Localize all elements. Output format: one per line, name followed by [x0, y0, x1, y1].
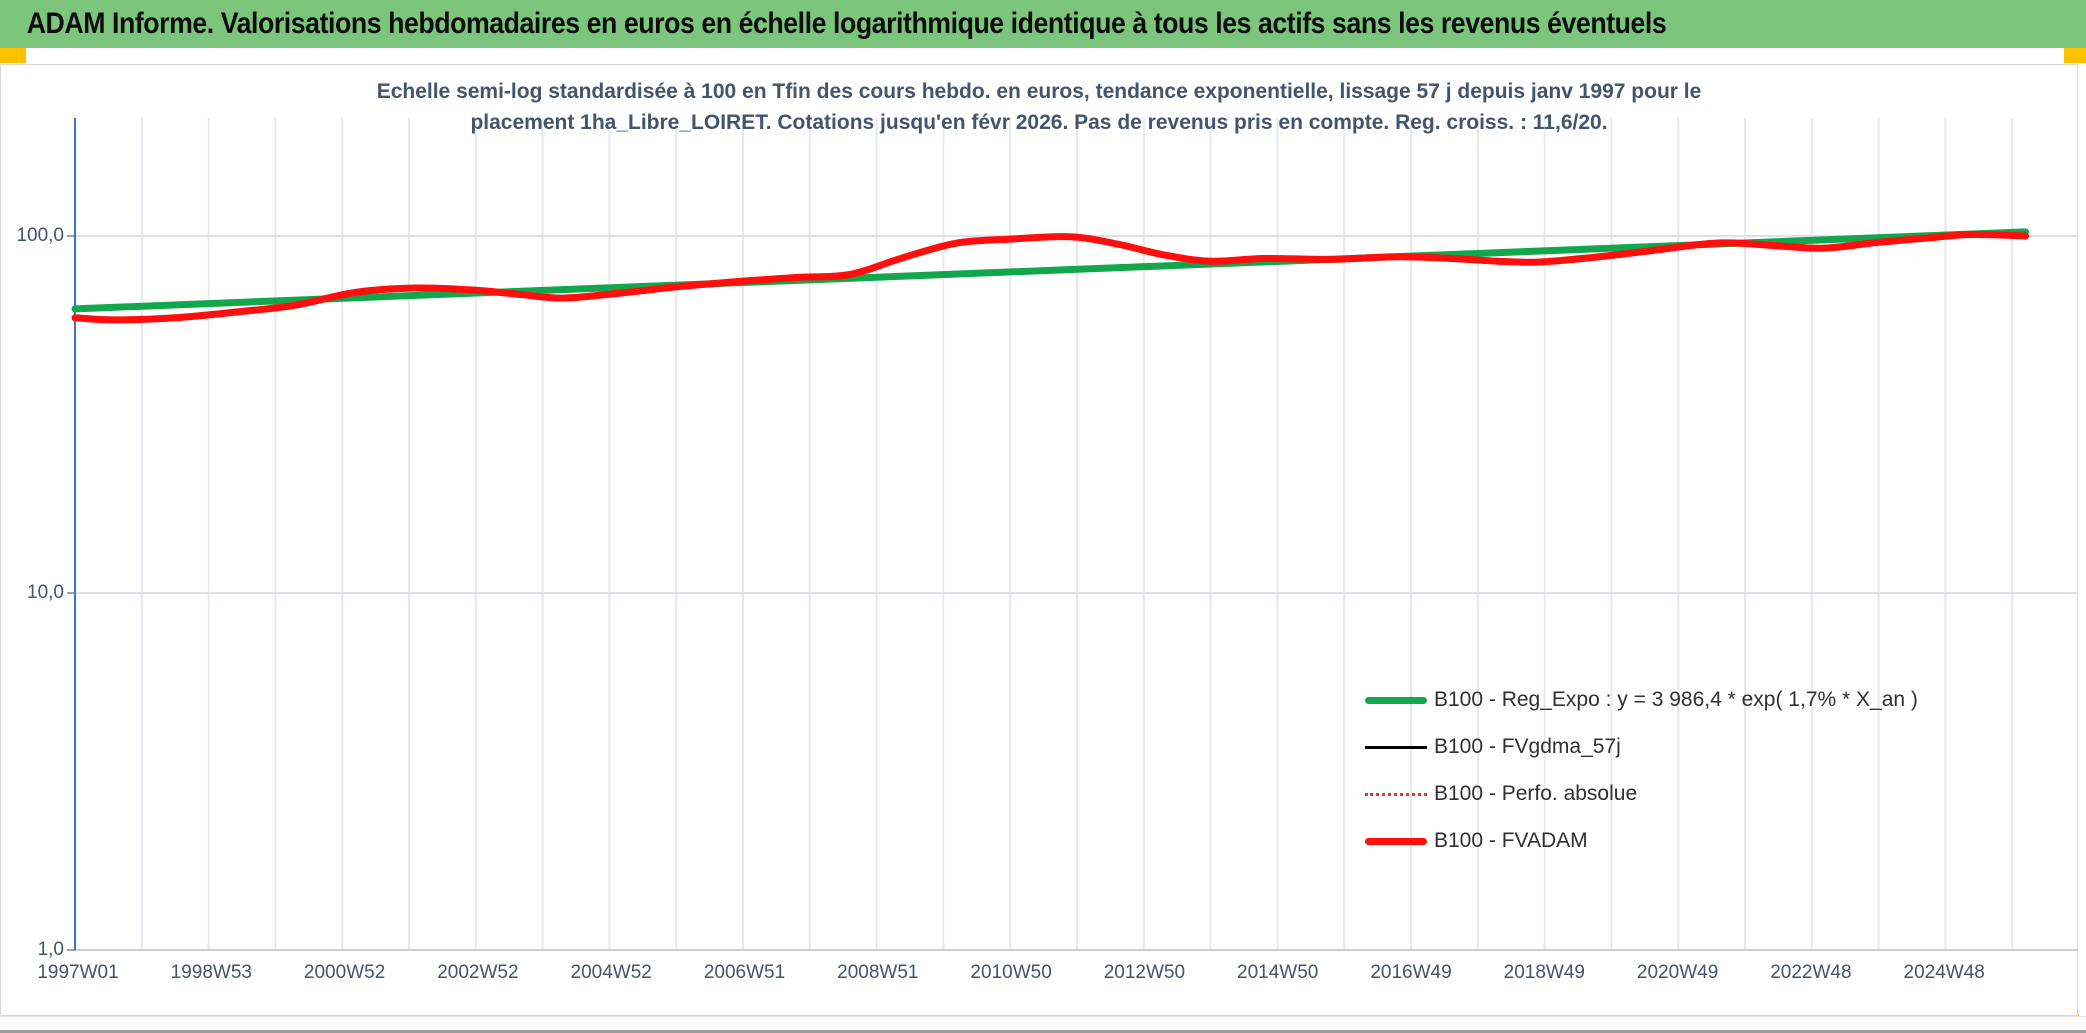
x-tick-label: 1998W53 [170, 962, 252, 983]
x-tick-label: 2012W50 [1103, 962, 1186, 983]
x-tick-label: 2016W49 [1370, 962, 1452, 983]
x-tick-label: 2008W51 [837, 962, 919, 983]
legend-label: B100 - Perfo. absolue [1434, 782, 1638, 805]
cell-marker-top-left [0, 48, 26, 63]
legend-item-fvgdma[interactable]: B100 - FVgdma_57j [1365, 735, 1621, 759]
chart-title: Echelle semi-log standardisée à 100 en T… [0, 76, 2078, 138]
cell-marker-top-right [2064, 48, 2086, 63]
legend-label: B100 - FVADAM [1434, 829, 1588, 852]
legend-item-perfo-absolue[interactable]: B100 - Perfo. absolue [1365, 782, 1637, 806]
series-line-b100-fvgdma-57j [73, 232, 2028, 322]
green-line-swatch-icon [1365, 696, 1427, 704]
chart-title-line2: placement 1ha_Libre_LOIRET. Cotations ju… [470, 111, 1608, 134]
legend-label: B100 - Reg_Expo : y = 3 986,4 * exp( 1,7… [1434, 688, 1918, 711]
red-dotted-line-swatch-icon [1365, 792, 1427, 796]
y-tick-label: 10,0 [27, 582, 64, 603]
y-tick-label: 1,0 [37, 939, 64, 960]
x-tick-label: 2022W48 [1770, 962, 1852, 983]
red-line-swatch-icon [1365, 837, 1427, 845]
series-line-b100-perfo-absolue [74, 233, 2027, 321]
chart-title-line1: Echelle semi-log standardisée à 100 en T… [376, 80, 1702, 103]
legend-item-reg-expo[interactable]: B100 - Reg_Expo : y = 3 986,4 * exp( 1,7… [1365, 688, 1918, 712]
x-tick-label: 2000W52 [303, 962, 386, 983]
page-title: ADAM Informe. Valorisations hebdomadaire… [26, 7, 1667, 40]
x-tick-label: 2018W49 [1503, 962, 1585, 983]
x-tick-label: 2002W52 [437, 962, 519, 983]
legend-label: B100 - FVgdma_57j [1434, 735, 1621, 758]
black-line-swatch-icon [1365, 745, 1427, 749]
series-line-b100-fvadam [71, 230, 2030, 324]
x-tick-label: 2024W48 [1903, 962, 1985, 983]
chart-area[interactable] [0, 64, 2078, 1016]
x-tick-label: 2010W50 [970, 962, 1052, 983]
x-tick-label: 2020W49 [1636, 962, 1719, 983]
x-tick-label: 2006W51 [703, 962, 786, 983]
x-tick-label: 2004W52 [570, 962, 652, 983]
header-bar: ADAM Informe. Valorisations hebdomadaire… [0, 0, 2086, 48]
right-margin [2079, 64, 2086, 1016]
x-tick-label: 1997W01 [37, 962, 119, 983]
x-tick-label: 2014W50 [1237, 962, 1319, 983]
legend-item-fvadam[interactable]: B100 - FVADAM [1365, 829, 1588, 853]
bottom-strip [0, 1016, 2086, 1033]
y-tick-label: 100,0 [16, 225, 64, 246]
